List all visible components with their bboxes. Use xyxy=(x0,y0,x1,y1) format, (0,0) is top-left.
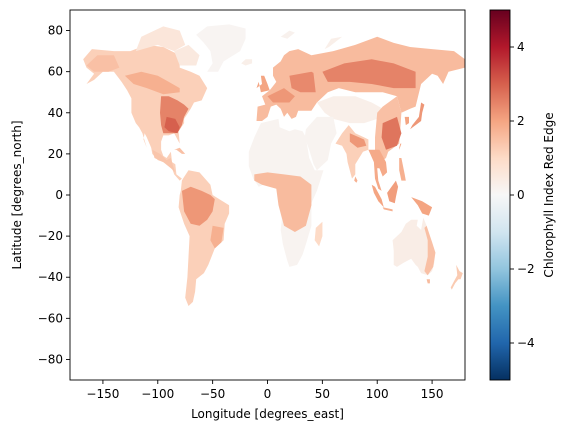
y-tick-label: 80 xyxy=(48,24,63,38)
x-axis: −150 −100 −50 0 50 100 150 xyxy=(86,380,444,401)
y-tick-label: 40 xyxy=(48,106,63,120)
region-gangetic-plain xyxy=(349,133,367,148)
colorbar-tick-label: 4 xyxy=(517,40,525,54)
x-tick-label: 50 xyxy=(315,387,330,401)
region-europe xyxy=(256,49,317,121)
region-canadian-arctic-islands xyxy=(135,26,186,52)
region-greenland xyxy=(196,24,246,72)
region-british-isles xyxy=(256,75,270,93)
region-central-canada xyxy=(124,71,180,95)
region-iceland xyxy=(241,59,253,66)
region-new-zealand xyxy=(450,264,463,290)
region-baffin-island xyxy=(174,44,200,66)
region-mexico-and-central-america xyxy=(152,149,176,173)
colorbar-tick-label: 2 xyxy=(517,114,525,128)
y-tick-label: −40 xyxy=(38,270,63,284)
region-tasmania xyxy=(426,279,430,284)
region-taiwan xyxy=(399,143,402,150)
region-southeast-asia xyxy=(368,149,388,191)
region-borneo xyxy=(387,180,399,204)
colorbar-tick-label: −4 xyxy=(517,336,535,350)
region-philippines xyxy=(399,158,406,181)
region-australia xyxy=(392,217,436,276)
x-tick-label: 150 xyxy=(421,387,444,401)
region-novaya-zemlya xyxy=(324,36,343,50)
region-middle-east xyxy=(304,116,337,171)
colorbar-tick-label: −2 xyxy=(517,262,535,276)
colorbar-tick-label: 0 xyxy=(517,188,525,202)
region-eastern-china xyxy=(381,116,402,150)
x-tick-label: −100 xyxy=(141,387,174,401)
x-tick-label: −50 xyxy=(200,387,225,401)
region-north-america xyxy=(83,44,208,181)
region-sumatra xyxy=(371,184,384,208)
colorbar xyxy=(489,9,511,381)
region-cuba xyxy=(174,147,186,154)
y-axis: −80 −60 −40 −20 0 20 40 60 80 xyxy=(38,24,70,366)
region-korea xyxy=(404,116,409,126)
region-southeast-brazil xyxy=(210,225,224,249)
region-central-africa xyxy=(254,172,312,232)
region-eastern-australia xyxy=(424,225,436,276)
y-tick-label: −60 xyxy=(38,311,63,325)
region-central-asia xyxy=(316,96,383,124)
colorbar-ticks: 4 2 0 −2 −4 xyxy=(510,40,535,350)
x-tick-label: 100 xyxy=(366,387,389,401)
region-alaska-and-yukon xyxy=(86,55,120,72)
colorbar-label: Chlorophyll Index Red Edge xyxy=(542,112,556,277)
region-new-guinea xyxy=(411,197,433,216)
region-madagascar xyxy=(314,221,323,247)
y-tick-label: −80 xyxy=(38,352,63,366)
region-amazon-basin xyxy=(181,186,215,226)
region-central-europe xyxy=(267,88,295,103)
region-svalbard xyxy=(280,30,295,39)
region-japan xyxy=(410,102,425,130)
y-axis-label: Latitude [degrees_north] xyxy=(10,120,24,269)
region-sri-lanka xyxy=(354,176,358,183)
region-java xyxy=(382,207,393,212)
y-tick-label: 0 xyxy=(55,188,63,202)
x-tick-label: 0 xyxy=(264,387,272,401)
y-tick-label: 60 xyxy=(48,65,63,79)
x-tick-label: −150 xyxy=(86,387,119,401)
region-southeastern-united-states xyxy=(164,116,180,134)
y-tick-label: −20 xyxy=(38,229,63,243)
regions-layer xyxy=(83,24,465,306)
region-siberian-taiga xyxy=(322,59,416,89)
y-tick-label: 20 xyxy=(48,147,63,161)
x-axis-label: Longitude [degrees_east] xyxy=(191,407,344,421)
